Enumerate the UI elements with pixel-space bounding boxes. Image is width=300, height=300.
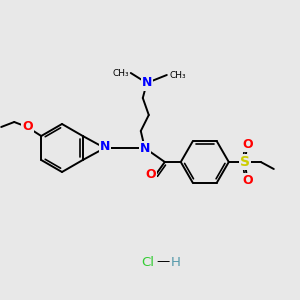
Text: CH₃: CH₃ bbox=[170, 70, 186, 80]
Text: O: O bbox=[146, 169, 156, 182]
Text: —: — bbox=[156, 256, 170, 268]
Text: O: O bbox=[242, 173, 253, 187]
Text: N: N bbox=[142, 76, 152, 89]
Text: O: O bbox=[22, 121, 32, 134]
Text: H: H bbox=[171, 256, 181, 268]
Text: N: N bbox=[100, 140, 110, 154]
Text: Cl: Cl bbox=[142, 256, 154, 268]
Text: S: S bbox=[100, 142, 109, 155]
Text: CH₃: CH₃ bbox=[112, 68, 129, 77]
Text: S: S bbox=[240, 155, 250, 169]
Text: N: N bbox=[140, 142, 150, 154]
Text: O: O bbox=[242, 137, 253, 151]
